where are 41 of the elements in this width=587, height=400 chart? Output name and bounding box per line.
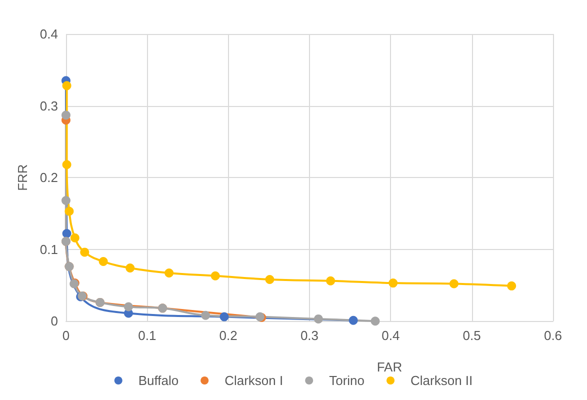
legend-label: Torino — [329, 373, 365, 388]
y-tick-label: 0 — [50, 314, 58, 329]
x-tick-label: 0.1 — [138, 328, 156, 344]
x-axis-title: FAR — [376, 360, 402, 374]
point — [62, 160, 72, 170]
x-tick-label: 0.5 — [462, 328, 481, 344]
x-tick-label: 0 — [62, 328, 70, 344]
point — [62, 229, 72, 238]
x-tick-label: 0.4 — [382, 328, 400, 344]
point — [80, 248, 90, 257]
point — [70, 233, 80, 242]
point — [61, 196, 70, 206]
y-tick-label: 0.3 — [40, 98, 58, 114]
legend-label: Buffalo — [138, 373, 179, 388]
y-axis-title: FRR — [15, 164, 30, 191]
point — [265, 274, 274, 284]
y-tick-label: 0.2 — [40, 170, 58, 186]
point — [370, 316, 380, 326]
point — [126, 263, 135, 272]
point — [314, 314, 323, 324]
x-tick-label: 0.3 — [300, 328, 319, 344]
point — [201, 310, 210, 320]
x-tick-label: 0.2 — [219, 328, 238, 344]
y-tick-label: 0.1 — [40, 242, 58, 257]
point — [210, 271, 220, 280]
point — [62, 81, 72, 90]
point — [124, 302, 133, 312]
point — [64, 206, 74, 216]
point — [507, 281, 516, 290]
point — [326, 276, 336, 286]
y-tick-label: 0.4 — [40, 26, 58, 42]
legend-label: Clarkson I — [224, 373, 284, 388]
point — [449, 279, 458, 288]
point — [164, 268, 174, 278]
point — [220, 312, 229, 322]
point — [348, 316, 358, 325]
legend-label: Clarkson II — [410, 373, 473, 388]
point — [98, 257, 108, 266]
x-tick-label: 0.6 — [544, 328, 562, 344]
point — [388, 278, 398, 288]
point — [61, 110, 70, 120]
